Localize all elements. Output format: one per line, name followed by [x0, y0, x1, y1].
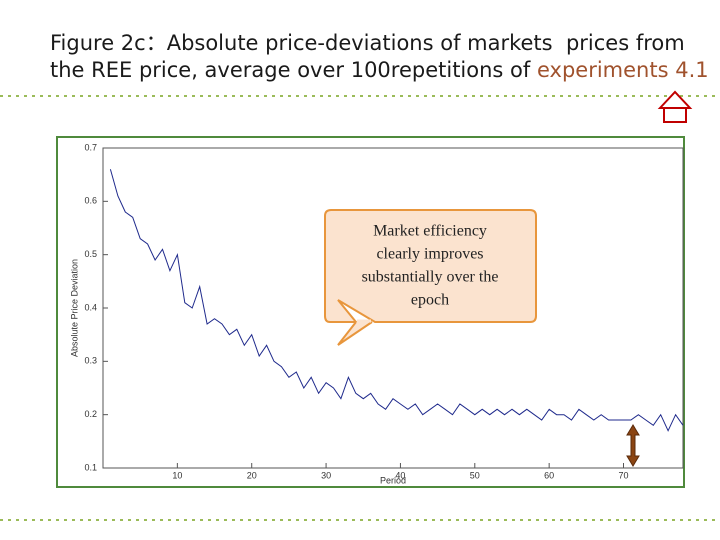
title-text: the REE price, average over 100repetitio… — [50, 58, 537, 82]
y-tick-label: 0.3 — [84, 356, 97, 366]
callout — [324, 209, 537, 323]
y-tick-label: 0.7 — [84, 142, 97, 152]
x-tick-label: 20 — [247, 470, 257, 480]
x-axis-label: Period — [380, 475, 406, 485]
title-highlight: experiments 4.1 — [537, 58, 709, 82]
x-tick-label: 60 — [544, 470, 554, 480]
x-tick-label: 50 — [470, 470, 480, 480]
y-tick-label: 0.6 — [84, 196, 97, 206]
annotation: Market efficiency clearly improves substan… — [362, 223, 499, 309]
plot: 0.1 0.2 0.3 0.4 0.5 0.6 0.7 10 20 30 40 50 60 70 — [84, 142, 684, 480]
title-line: the REE price, average over 100repetitio… — [50, 58, 709, 82]
data-line — [109, 169, 684, 432]
double-arrow — [626, 424, 640, 467]
x-tick-label: 70 — [619, 470, 629, 480]
x-tick-label: 30 — [321, 470, 331, 480]
annotation-line: substantially over the — [362, 269, 499, 286]
y-tick-label: 0.5 — [84, 249, 97, 259]
y-tick-label: 0.4 — [84, 302, 97, 312]
y-tick-label: 0.2 — [84, 409, 97, 419]
title-line: Figure 2c：Absolute price-deviations of m… — [50, 31, 685, 55]
annotation-line: Market efficiency — [373, 223, 487, 240]
x-tick-label: 10 — [172, 470, 182, 480]
y-tick-label: 0.1 — [84, 462, 97, 472]
callout-tail — [337, 321, 373, 346]
home-icon — [657, 90, 693, 123]
annotation-line: clearly improves — [376, 246, 483, 263]
x-tick-label: 40 — [395, 470, 405, 480]
y-axis-label: Absolute Price Deviation — [69, 259, 79, 357]
annotation-line: epoch — [411, 292, 449, 309]
